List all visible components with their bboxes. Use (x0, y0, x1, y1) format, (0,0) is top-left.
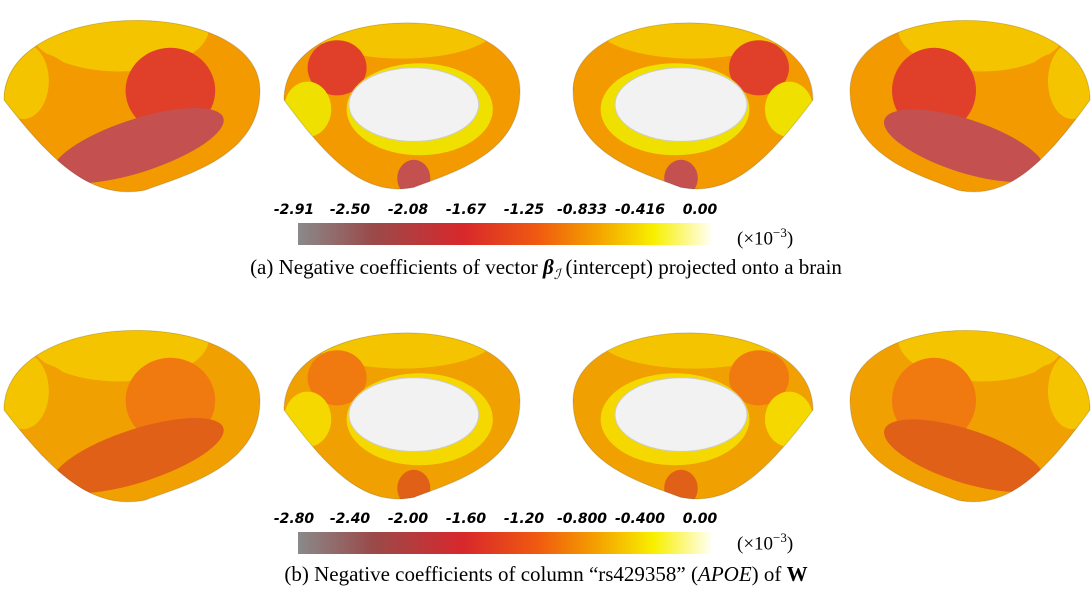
region (307, 332, 497, 369)
tick-label: -2.40 (329, 511, 371, 527)
brain (850, 330, 1090, 502)
brain (573, 22, 813, 189)
brain (573, 332, 813, 499)
tick-label: 0.00 (682, 202, 718, 218)
colorbar-ticks: -2.80 -2.40 -2.00 -1.60 -1.20 -0.800 -0.… (270, 511, 740, 531)
tick-label: -0.833 (556, 202, 608, 218)
corpus-callosum (614, 67, 748, 142)
multiplier-base: (×10 (737, 533, 774, 555)
brain-outline (283, 332, 521, 500)
corpus-callosum (348, 67, 480, 142)
multiplier: (×10−3) (737, 225, 793, 250)
brain (4, 20, 260, 192)
region (597, 332, 789, 369)
caption-bold: W (786, 562, 808, 586)
caption-text: Negative coefficients of vector (278, 255, 538, 279)
caption-italic: APOE (698, 562, 752, 586)
region (883, 109, 1045, 182)
caption-text: ) of (751, 562, 782, 586)
brain-outline (283, 22, 521, 190)
region (397, 159, 431, 189)
brain-outline (572, 22, 814, 190)
caption-subscript: ℐ (553, 268, 561, 283)
tick-label: -2.08 (387, 202, 429, 218)
brain-outline (3, 19, 261, 193)
multiplier: (×10−3) (737, 530, 793, 555)
multiplier-close: ) (786, 533, 794, 555)
tick-label: 0.00 (682, 511, 718, 527)
multiplier-base: (×10 (737, 228, 774, 250)
tick-label: -2.80 (273, 511, 315, 527)
region (729, 350, 789, 406)
tick-label: -2.50 (329, 202, 371, 218)
caption: (b) Negative coefficients of column “rs4… (0, 562, 1092, 587)
region (729, 40, 789, 96)
tick-label: -0.400 (614, 511, 666, 527)
region (397, 469, 431, 499)
region (52, 418, 224, 494)
colorbar (298, 532, 712, 554)
tick-label: -1.60 (445, 511, 487, 527)
region (597, 22, 789, 59)
caption-label: (b) (284, 562, 309, 586)
brain (850, 20, 1090, 192)
brain-outline (849, 19, 1091, 193)
brain (4, 330, 260, 502)
corpus-callosum (614, 377, 748, 452)
brain-renderings (3, 329, 1091, 503)
multiplier-exponent: −3 (773, 530, 787, 545)
region (52, 108, 224, 184)
caption-label: (a) (250, 255, 274, 279)
multiplier-close: ) (786, 228, 794, 250)
caption-text: Negative coefficients of column “rs42935… (314, 562, 698, 586)
tick-label: -2.91 (273, 202, 315, 218)
brain (284, 332, 520, 499)
tick-label: -0.800 (556, 511, 608, 527)
tick-label: -0.416 (614, 202, 666, 218)
tick-label: -1.67 (445, 202, 487, 218)
tick-label: -2.00 (387, 511, 429, 527)
caption: (a) Negative coefficients of vector βℐ (… (0, 255, 1092, 284)
region (664, 469, 698, 499)
region (307, 22, 497, 59)
brain-outline (849, 329, 1091, 503)
brain-renderings (3, 19, 1091, 193)
region (307, 40, 367, 96)
brain (284, 22, 520, 189)
tick-label: -1.20 (503, 511, 545, 527)
brain-outline (3, 329, 261, 503)
region (664, 159, 698, 189)
region (307, 350, 367, 406)
corpus-callosum (348, 377, 480, 452)
region (883, 419, 1045, 492)
caption-text: (intercept) projected onto a brain (565, 255, 842, 279)
multiplier-exponent: −3 (773, 225, 787, 240)
caption-symbol: β (542, 255, 554, 279)
brain-outline (572, 332, 814, 500)
colorbar (298, 223, 712, 245)
colorbar-ticks: -2.91 -2.50 -2.08 -1.67 -1.25 -0.833 -0.… (270, 202, 740, 222)
tick-label: -1.25 (503, 202, 545, 218)
